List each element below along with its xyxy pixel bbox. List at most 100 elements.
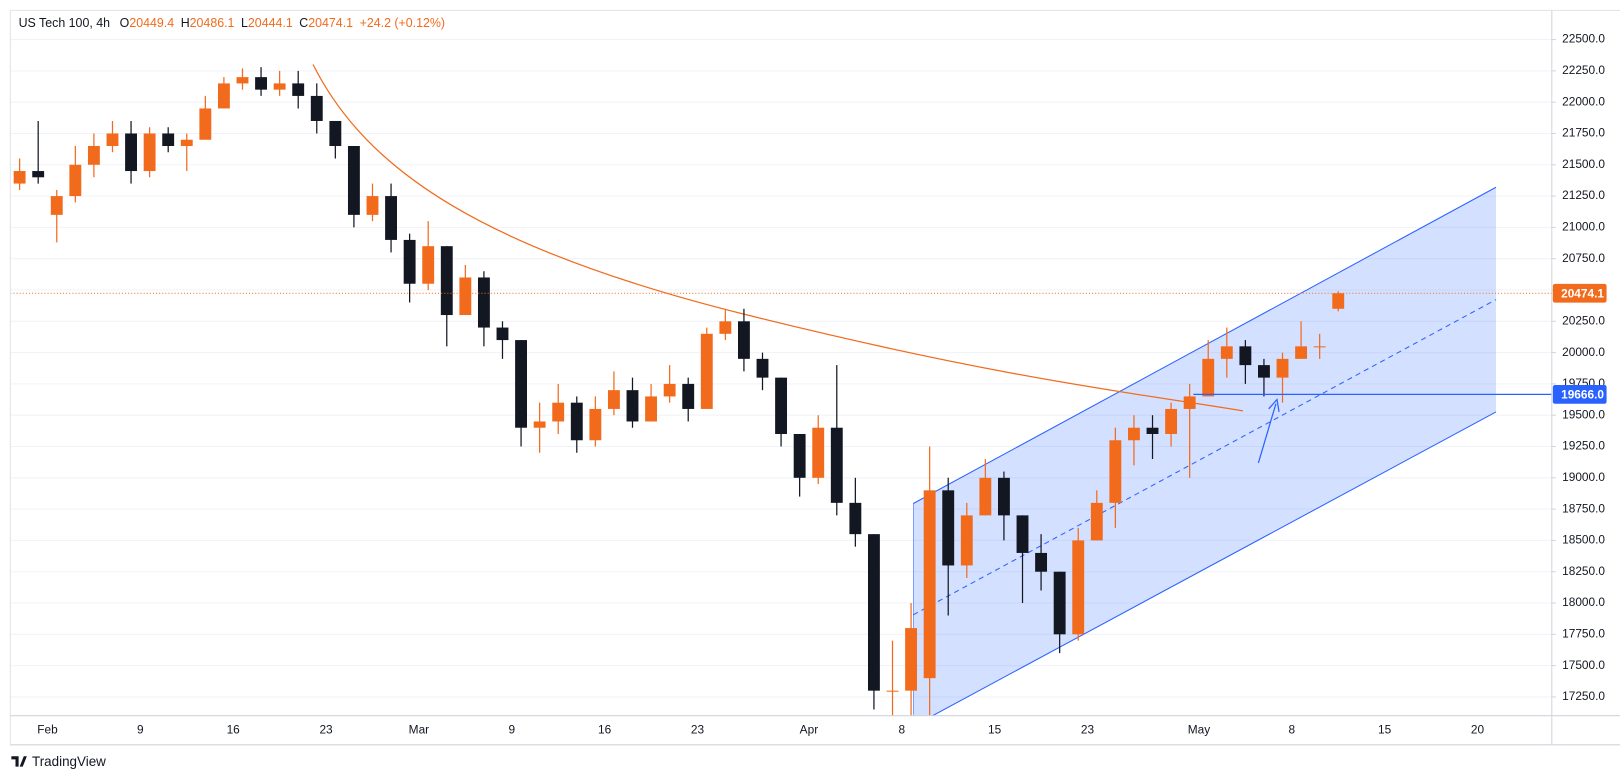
change: +24.2 (+0.12%) [360, 16, 445, 30]
candle-body [1220, 346, 1233, 359]
candle-body [162, 133, 175, 147]
candle-body [385, 196, 398, 240]
y-tick-label: 18000.0 [1562, 595, 1605, 609]
candle-body [1295, 346, 1308, 359]
candle-body [1202, 358, 1215, 397]
y-tick-label: 21250.0 [1562, 188, 1605, 202]
candle-body [960, 515, 973, 566]
ohlc-value: 20449.4 [129, 16, 174, 30]
candle-body [626, 390, 639, 422]
candle-body [663, 383, 676, 397]
candle-body [737, 321, 750, 359]
candle-body [1146, 427, 1159, 434]
hline-label: 19666.0 [1561, 388, 1604, 402]
candle-body [905, 628, 918, 691]
header: US Tech 100, 4h O20449.4 H20486.1 L20444… [19, 16, 445, 30]
candle-body [775, 377, 788, 434]
candle-body [310, 95, 323, 121]
symbol: US Tech 100, 4h [19, 16, 111, 30]
candle-body [719, 321, 732, 334]
ohlc-value: 20474.1 [308, 16, 353, 30]
candle-body [125, 133, 137, 172]
candle-body [886, 690, 899, 692]
candle-body [997, 477, 1010, 516]
x-tick-label: 16 [598, 722, 612, 736]
candle-body [1109, 440, 1122, 503]
grid: 17250.0 17500.0 17750.0 18000.0 18250.0 18500… [10, 32, 1605, 736]
candle-body [292, 83, 305, 96]
arrow [1257, 403, 1277, 464]
x-tick-label: 9 [508, 722, 515, 736]
x-tick-label: Apr [800, 722, 818, 736]
candle-body [459, 277, 472, 316]
candle-body [979, 477, 992, 516]
candle-body [180, 139, 193, 147]
candle-body [830, 427, 843, 503]
y-tick-label: 20750.0 [1562, 251, 1605, 265]
ohlc-label: H [181, 16, 190, 30]
y-tick-label: 22000.0 [1562, 94, 1605, 108]
y-tick-label: 18250.0 [1562, 564, 1605, 578]
candle-body [1183, 396, 1196, 409]
candle-body [273, 83, 286, 90]
candle-body [440, 246, 453, 316]
candle-body [236, 77, 249, 84]
candle-body [366, 196, 379, 215]
y-tick-label: 17750.0 [1562, 626, 1605, 640]
y-tick-label: 17500.0 [1562, 658, 1605, 672]
candle-body [13, 171, 26, 184]
channel-median [913, 299, 1497, 616]
candle-body [942, 490, 955, 566]
ohlc-label: C [299, 16, 308, 30]
candle-body [1239, 346, 1252, 366]
logo: TradingView [11, 754, 106, 769]
y-tick-label: 19250.0 [1562, 439, 1605, 453]
last-price-label: 20474.1 [1561, 286, 1604, 300]
candle-body [570, 402, 583, 441]
candle-body [199, 108, 212, 140]
logo-icon [11, 756, 27, 767]
candle-body [533, 421, 546, 428]
ohlc-value: 20444.1 [248, 16, 293, 30]
candle-body [87, 146, 100, 165]
x-tick-label: Feb [37, 722, 58, 736]
y-tick-label: 20250.0 [1562, 313, 1605, 327]
y-tick-label: 18750.0 [1562, 501, 1605, 515]
y-tick-label: 19000.0 [1562, 470, 1605, 484]
candle-body [1258, 365, 1270, 378]
ohlc-value: 20486.1 [190, 16, 235, 30]
ohlc-label: O [120, 16, 130, 30]
x-tick-label: 20 [1471, 722, 1485, 736]
candle-body [1072, 540, 1085, 635]
candle-body [1127, 427, 1140, 441]
y-tick-label: 18500.0 [1562, 533, 1605, 547]
y-tick-label: 22250.0 [1562, 63, 1605, 77]
candle-body [645, 396, 658, 422]
y-tick-label: 22500.0 [1562, 32, 1605, 46]
y-tick-label: 20000.0 [1562, 345, 1605, 359]
candle-body [1035, 552, 1048, 572]
candle-body [255, 77, 267, 90]
x-tick-label: May [1188, 722, 1210, 736]
ohlc-label: L [241, 16, 248, 30]
candle-body [1313, 346, 1326, 348]
candles [13, 67, 1345, 716]
candle-body [849, 502, 862, 535]
candle-body [589, 408, 602, 441]
candle-body [106, 133, 119, 147]
x-tick-label: 23 [691, 722, 705, 736]
x-tick-label: 8 [1289, 722, 1296, 736]
candle-body [347, 146, 360, 215]
brand: TradingView [32, 754, 106, 769]
candle-body [422, 246, 435, 284]
candle-body [515, 340, 528, 428]
hline-badge [1552, 385, 1607, 404]
x-tick-label: 23 [1081, 722, 1095, 736]
candle-body [923, 490, 936, 679]
y-tick-label: 21500.0 [1562, 157, 1605, 171]
arrow-head [1268, 398, 1280, 413]
x-tick-label: 15 [988, 722, 1002, 736]
